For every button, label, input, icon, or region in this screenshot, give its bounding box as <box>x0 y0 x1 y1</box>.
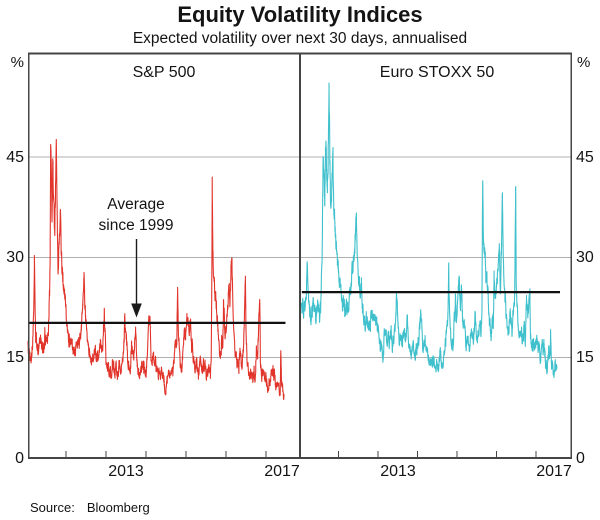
x-tick-label: 2013 <box>108 463 144 480</box>
source-note: Source: Bloomberg <box>30 500 150 515</box>
y-tick-label: 45 <box>6 149 24 166</box>
source-label: Source: <box>30 500 75 515</box>
plot-frame <box>27 52 573 459</box>
chart-subtitle: Expected volatility over next 30 days, a… <box>132 30 468 47</box>
source-value: Bloomberg <box>86 500 150 515</box>
y-tick-label: 0 <box>576 450 585 467</box>
y-axis-unit-right: % <box>577 54 591 71</box>
x-tick-label: 2013 <box>380 463 416 480</box>
y-tick-label: 0 <box>15 450 24 467</box>
y-tick-label: 30 <box>576 249 594 266</box>
x-tick-label: 2017 <box>536 463 572 480</box>
y-tick-label: 15 <box>6 349 24 366</box>
chart-title: Equity Volatility Indices <box>177 2 423 27</box>
average-annotation-line2: since 1999 <box>98 217 174 234</box>
y-axis-unit-left: % <box>10 54 24 71</box>
sp500-series-line <box>27 138 285 401</box>
panel-label-eurostoxx: Euro STOXX 50 <box>379 64 495 81</box>
y-tick-label: 45 <box>576 149 594 166</box>
x-tick-label: 2017 <box>264 463 300 480</box>
average-annotation-line1: Average <box>107 196 165 213</box>
eurostoxx-series-line <box>300 82 558 379</box>
y-tick-label: 15 <box>576 349 594 366</box>
panel-label-sp500: S&P 500 <box>132 64 196 81</box>
y-tick-label: 30 <box>6 249 24 266</box>
annotation-arrow-head <box>131 303 142 318</box>
